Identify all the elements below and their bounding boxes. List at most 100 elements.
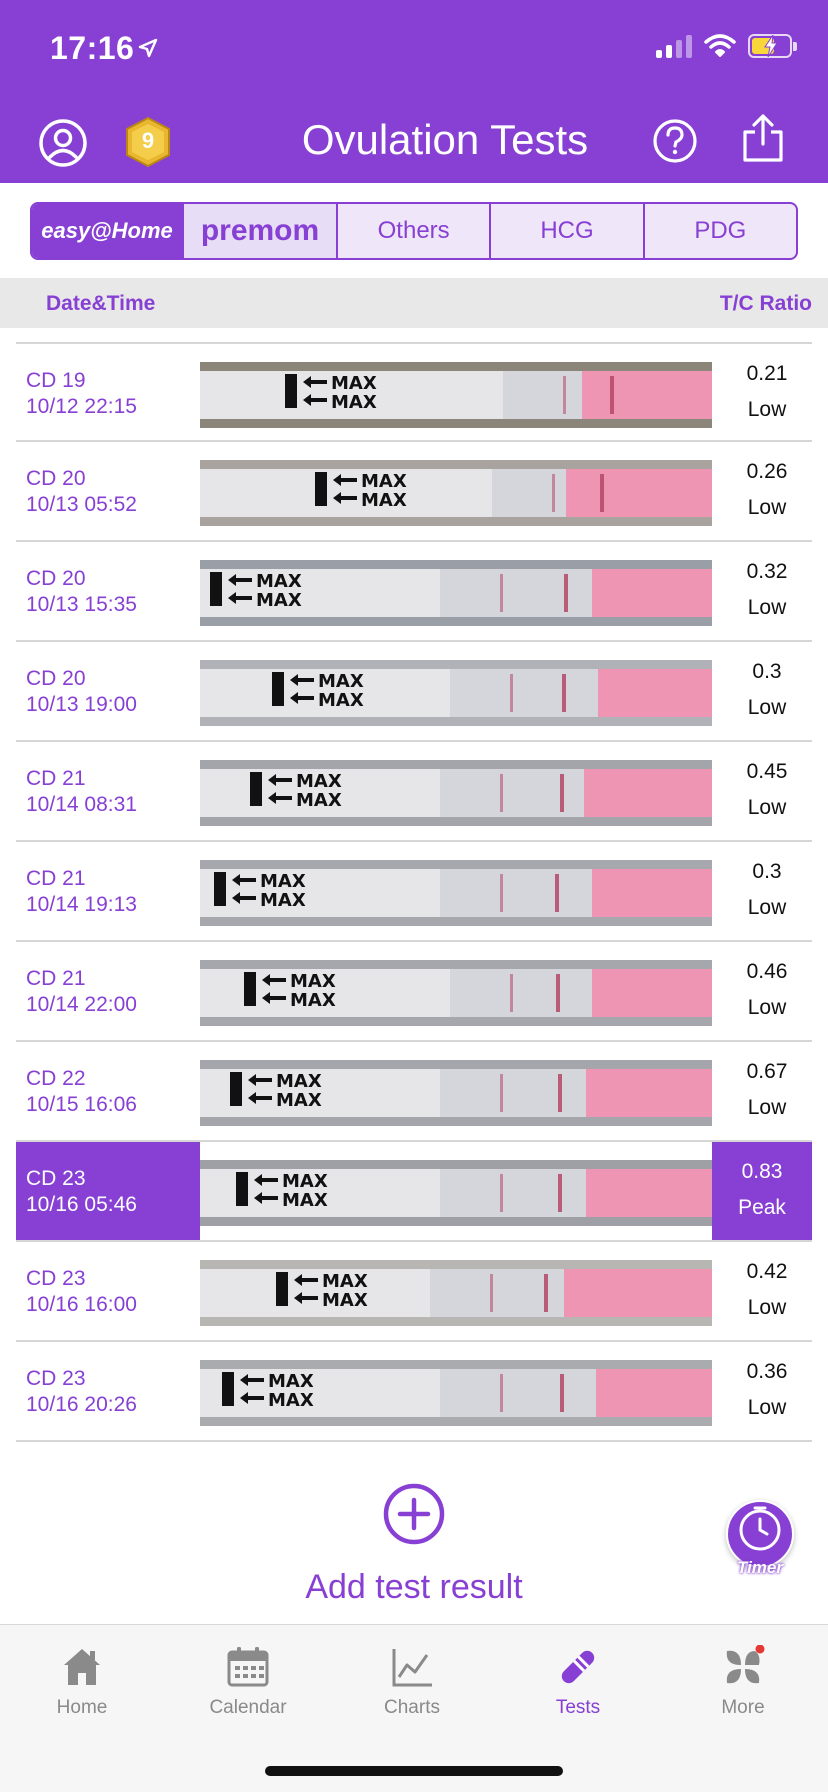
tc-ratio-value: 0.36 <box>746 1360 788 1383</box>
location-arrow-icon <box>138 38 158 58</box>
tc-ratio-level: Low <box>747 696 787 719</box>
column-header: Date&Time T/C Ratio <box>0 278 828 328</box>
tc-ratio-value: 0.32 <box>746 560 788 583</box>
svg-text:MAX: MAX <box>331 373 377 394</box>
test-row[interactable]: CD 22 10/15 16:06 MAX MAX 0.67 Low <box>16 1042 812 1142</box>
test-row[interactable]: CD 21 10/14 19:13 MAX MAX 0.3 Low <box>16 842 812 942</box>
tab-premom[interactable]: premom <box>184 204 338 258</box>
cycle-day: CD 22 <box>26 1067 86 1090</box>
wifi-icon <box>704 34 736 57</box>
svg-text:MAX: MAX <box>256 571 302 592</box>
test-datetime: 10/14 22:00 <box>26 993 137 1016</box>
peak-highlight-left <box>16 1142 200 1240</box>
test-row[interactable]: CD 20 10/13 05:52 MAX MAX 0.26 Low <box>16 442 812 542</box>
nav-home[interactable]: Home <box>22 1645 142 1719</box>
test-strip-image: MAX MAX <box>200 460 712 526</box>
test-datetime: 10/13 05:52 <box>26 493 137 516</box>
calendar-icon <box>227 1647 269 1687</box>
home-icon <box>64 1649 100 1685</box>
test-results-list: CD 19 10/12 22:15 MAX MAX 0.21 Low CD 20 … <box>16 342 812 1442</box>
nav-more[interactable]: More <box>683 1645 803 1719</box>
nav-tests-label: Tests <box>555 1697 601 1718</box>
tc-ratio-level: Low <box>747 596 787 619</box>
add-circle-icon[interactable] <box>382 1482 446 1546</box>
svg-text:MAX: MAX <box>296 790 342 811</box>
test-row[interactable]: CD 21 10/14 08:31 MAX MAX 0.45 Low <box>16 742 812 842</box>
test-row[interactable]: CD 23 10/16 16:00 MAX MAX 0.42 Low <box>16 1242 812 1342</box>
tab-easy-at-home[interactable]: easy@Home <box>32 204 184 258</box>
add-test-result-button[interactable]: Add test result <box>305 1568 523 1606</box>
tc-ratio-value: 0.46 <box>746 960 788 983</box>
test-row[interactable]: CD 20 10/13 15:35 MAX MAX 0.32 Low <box>16 542 812 642</box>
test-row[interactable]: CD 19 10/12 22:15 MAX MAX 0.21 Low <box>16 342 812 442</box>
status-indicators <box>656 34 797 58</box>
nav-calendar[interactable]: Calendar <box>188 1645 308 1719</box>
stopwatch-icon <box>739 1506 781 1551</box>
app-header: 17:16 9 Ovulation Tests <box>0 0 828 183</box>
hexagon-badge-icon <box>126 116 170 168</box>
home-indicator <box>265 1766 563 1776</box>
cycle-day: CD 23 <box>26 1367 86 1390</box>
tab-others[interactable]: Others <box>338 204 492 258</box>
user-profile-icon[interactable] <box>38 118 88 168</box>
test-datetime: 10/14 08:31 <box>26 793 137 816</box>
tc-ratio-level: Low <box>747 996 787 1019</box>
svg-text:MAX: MAX <box>282 1190 328 1211</box>
cycle-day: CD 20 <box>26 467 86 490</box>
test-datetime: 10/13 15:35 <box>26 593 137 616</box>
tc-ratio-value: 0.3 <box>752 660 782 683</box>
test-strip-image: MAX MAX <box>200 960 712 1026</box>
test-strip-image: MAX MAX <box>200 760 712 826</box>
svg-text:MAX: MAX <box>318 690 364 711</box>
svg-text:MAX: MAX <box>331 392 377 413</box>
nav-calendar-label: Calendar <box>209 1697 287 1718</box>
cycle-day: CD 21 <box>26 867 86 890</box>
test-strip-image: MAX MAX <box>200 362 712 428</box>
svg-text:MAX: MAX <box>318 671 364 692</box>
nav-tests[interactable]: Tests <box>518 1645 638 1719</box>
level-badge[interactable]: 9 <box>124 116 172 168</box>
svg-text:MAX: MAX <box>276 1071 322 1092</box>
test-row[interactable]: CD 23 10/16 20:26 MAX MAX 0.36 Low <box>16 1342 812 1442</box>
test-row[interactable]: CD 21 10/14 22:00 MAX MAX 0.46 Low <box>16 942 812 1042</box>
tab-pdg[interactable]: PDG <box>694 217 747 244</box>
timer-label: Timer <box>737 1558 783 1577</box>
timer-button[interactable] <box>726 1500 794 1568</box>
test-row-peak[interactable]: CD 23 10/16 05:46 MAX MAX 0.83 Peak <box>16 1142 812 1242</box>
tc-ratio-value: 0.83 <box>741 1160 783 1183</box>
test-strip-image: MAX MAX <box>200 1160 712 1226</box>
level-badge-number: 9 <box>141 128 155 153</box>
help-icon[interactable] <box>652 118 698 164</box>
svg-text:MAX: MAX <box>282 1171 328 1192</box>
test-datetime: 10/15 16:06 <box>26 1093 137 1116</box>
svg-text:MAX: MAX <box>260 871 306 892</box>
tc-ratio-level: Low <box>747 896 787 919</box>
battery-icon <box>748 34 797 58</box>
line-chart-icon <box>392 1649 432 1687</box>
tc-ratio-value: 0.26 <box>746 460 788 483</box>
test-row[interactable]: CD 20 10/13 19:00 MAX MAX 0.3 Low <box>16 642 812 742</box>
peak-highlight-right <box>712 1142 812 1240</box>
page-title: Ovulation Tests <box>301 116 589 163</box>
tc-ratio-level: Peak <box>738 1196 786 1219</box>
svg-text:MAX: MAX <box>361 471 407 492</box>
nav-charts-label: Charts <box>384 1697 440 1718</box>
test-datetime: 10/16 20:26 <box>26 1393 137 1416</box>
nav-charts[interactable]: Charts <box>352 1645 472 1719</box>
svg-text:MAX: MAX <box>256 590 302 611</box>
tc-ratio-value: 0.67 <box>746 1060 788 1083</box>
cycle-day: CD 21 <box>26 767 86 790</box>
tc-ratio-value: 0.45 <box>746 760 788 783</box>
nav-more-label: More <box>721 1697 765 1718</box>
test-strip-icon <box>561 1650 595 1684</box>
column-tc-ratio: T/C Ratio <box>719 292 812 315</box>
test-datetime: 10/16 16:00 <box>26 1293 137 1316</box>
svg-text:MAX: MAX <box>268 1371 314 1392</box>
test-datetime: 10/14 19:13 <box>26 893 137 916</box>
share-icon[interactable] <box>740 114 786 164</box>
test-strip-image: MAX MAX <box>200 860 712 926</box>
svg-text:MAX: MAX <box>260 890 306 911</box>
bottom-navigation: Home Calendar Charts Test <box>0 1624 828 1792</box>
tc-ratio-level: Low <box>747 1096 787 1119</box>
tab-hcg[interactable]: HCG <box>491 204 645 258</box>
